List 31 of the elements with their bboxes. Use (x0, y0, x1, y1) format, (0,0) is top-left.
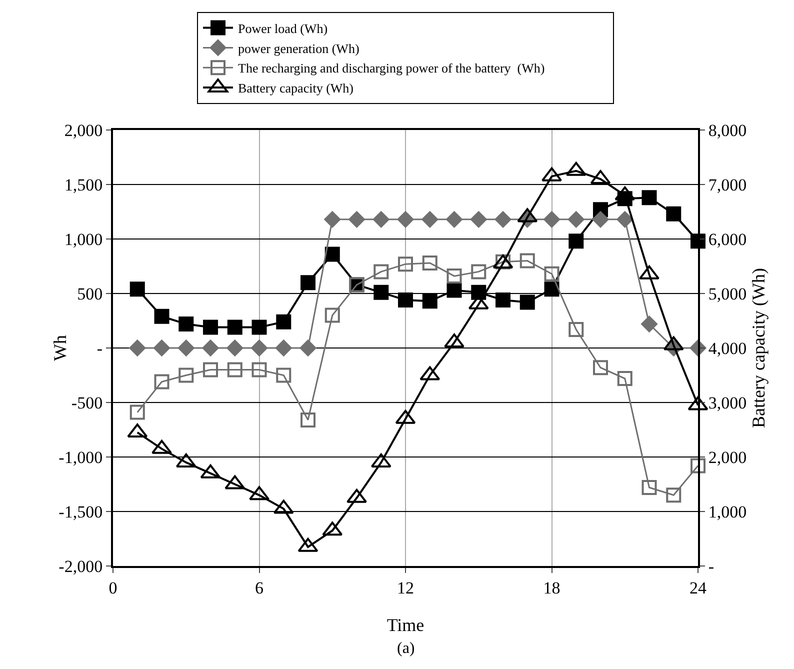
y2-tick-label: 5,000 (708, 284, 747, 304)
legend-label: Battery capacity (Wh) (238, 80, 354, 96)
x-tick-label: 0 (108, 578, 118, 598)
y2-tick-label: - (708, 556, 714, 576)
y-tick-label: -1,000 (58, 448, 103, 467)
legend-label: power generation (Wh) (238, 40, 360, 56)
y2-tick-label: 3,000 (708, 393, 747, 412)
y-tick-label: - (96, 338, 103, 358)
y2-tick-label: 1,000 (708, 502, 747, 522)
x-axis-title: Time (386, 615, 424, 635)
y-tick-label: -2,000 (58, 556, 103, 576)
y2-tick-label: 4,000 (708, 338, 747, 358)
y-tick-label: 1,500 (64, 175, 103, 194)
y-tick-label: 1,000 (64, 230, 103, 249)
y-tick-label: 500 (77, 284, 103, 304)
legend-label: The recharging and discharging power of the battery (Wh) (238, 60, 545, 76)
x-tick-label: 18 (543, 578, 560, 598)
x-tick-label: 6 (255, 578, 264, 598)
y2-tick-label: 2,000 (708, 448, 747, 467)
y2-tick-label: 8,000 (708, 120, 747, 140)
y-tick-label: 2,000 (64, 120, 103, 140)
y2-tick-label: 6,000 (708, 230, 747, 249)
y-tick-label: -1,500 (58, 502, 103, 522)
y2-tick-label: 7,000 (708, 175, 747, 194)
x-tick-label: 12 (397, 578, 414, 598)
text: (a) (397, 640, 415, 657)
legend-label: Power load (Wh) (238, 20, 328, 36)
y2-axis-title: Battery capacity (Wh) (748, 268, 769, 428)
x-tick-label: 24 (690, 578, 707, 598)
y-tick-label: -500 (71, 393, 103, 412)
y-axis-title: Wh (50, 335, 70, 361)
